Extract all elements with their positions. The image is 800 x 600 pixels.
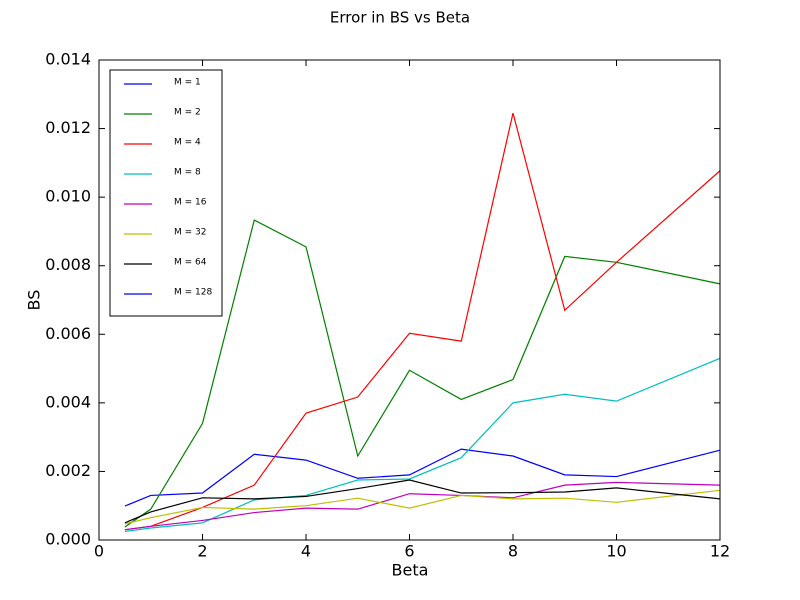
- legend-label: M = 8: [174, 168, 201, 178]
- y-tick-label: 0.014: [45, 50, 91, 69]
- series-line: [124, 219, 721, 528]
- y-axis-label: BS: [25, 290, 44, 311]
- legend-label: M = 2: [174, 108, 201, 118]
- legend-label: M = 32: [174, 228, 206, 238]
- y-tick-label: 0.008: [45, 255, 91, 274]
- legend-label: M = 4: [174, 138, 201, 148]
- legend: M = 1 M = 2 M = 4 M = 8 M = 16 M = 32 M = 64 M …: [109, 69, 223, 317]
- x-tick-label: 6: [404, 542, 414, 561]
- series-line: [124, 481, 721, 531]
- x-tick-label: 8: [508, 542, 518, 561]
- x-tick-label: 4: [301, 542, 311, 561]
- y-tick-label: 0.010: [45, 187, 91, 206]
- y-tick-label: 0.006: [45, 324, 91, 343]
- y-tick-label: 0.004: [45, 392, 91, 411]
- series-line: [124, 357, 721, 533]
- x-axis-label: Beta: [392, 561, 429, 580]
- x-tick-label: 10: [606, 542, 626, 561]
- legend-label: M = 1: [174, 78, 201, 88]
- x-tick-label: 0: [94, 542, 104, 561]
- legend-label: M = 16: [174, 198, 207, 208]
- series-line: [124, 112, 721, 531]
- y-tick-label: 0.000: [45, 530, 91, 549]
- series-line: [124, 448, 721, 507]
- x-tick-label: 12: [710, 542, 730, 561]
- series-line: [124, 479, 721, 524]
- y-tick-label: 0.012: [45, 118, 91, 137]
- legend-box: [109, 69, 223, 317]
- series-line: [124, 489, 721, 525]
- legend-label: M = 64: [174, 258, 207, 268]
- plot-frame: [98, 59, 721, 541]
- chart-title: Error in BS vs Beta: [330, 9, 470, 27]
- y-tick-label: 0.002: [45, 461, 91, 480]
- x-tick-label: 2: [197, 542, 207, 561]
- legend-label: M = 128: [174, 288, 212, 298]
